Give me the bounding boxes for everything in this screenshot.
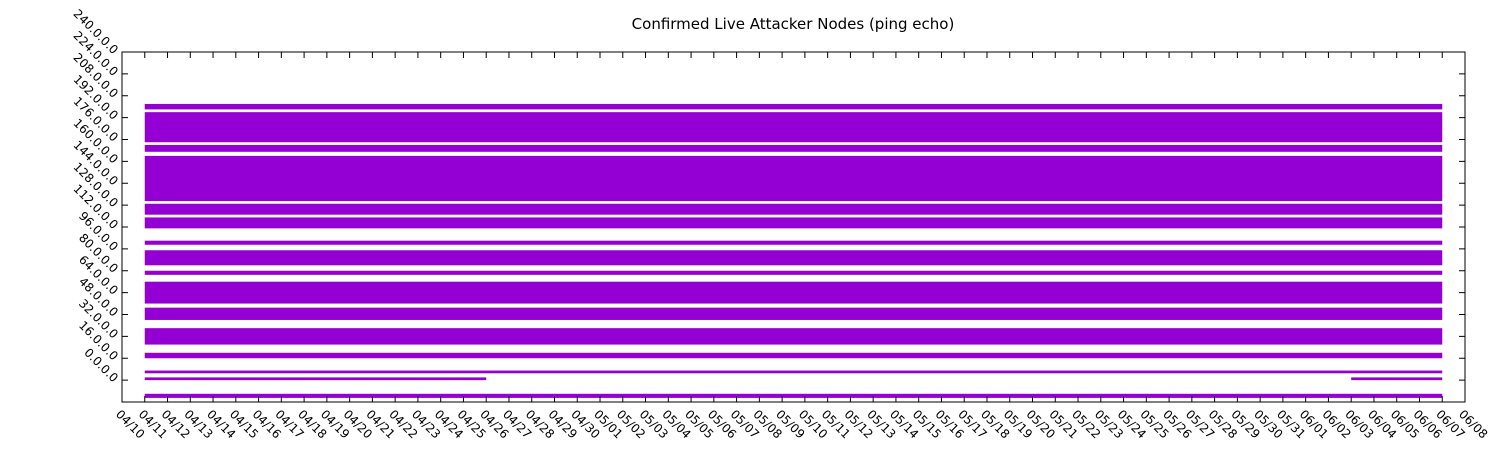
data-band [1351, 377, 1443, 381]
chart-title: Confirmed Live Attacker Nodes (ping echo… [632, 15, 955, 33]
data-band [144, 240, 1443, 245]
data-band [144, 217, 1443, 229]
data-band [144, 328, 1443, 345]
data-band [144, 281, 1443, 304]
data-band [144, 250, 1443, 266]
data-band [144, 307, 1443, 320]
data-band [144, 155, 1443, 202]
data-band [144, 144, 1443, 152]
data-band [144, 103, 1443, 110]
data-band [144, 352, 1443, 359]
data-band [144, 370, 1443, 374]
data-band [144, 377, 487, 381]
data-band [144, 270, 1443, 275]
data-band [144, 393, 1443, 398]
data-band [144, 112, 1443, 143]
data-band [144, 203, 1443, 215]
